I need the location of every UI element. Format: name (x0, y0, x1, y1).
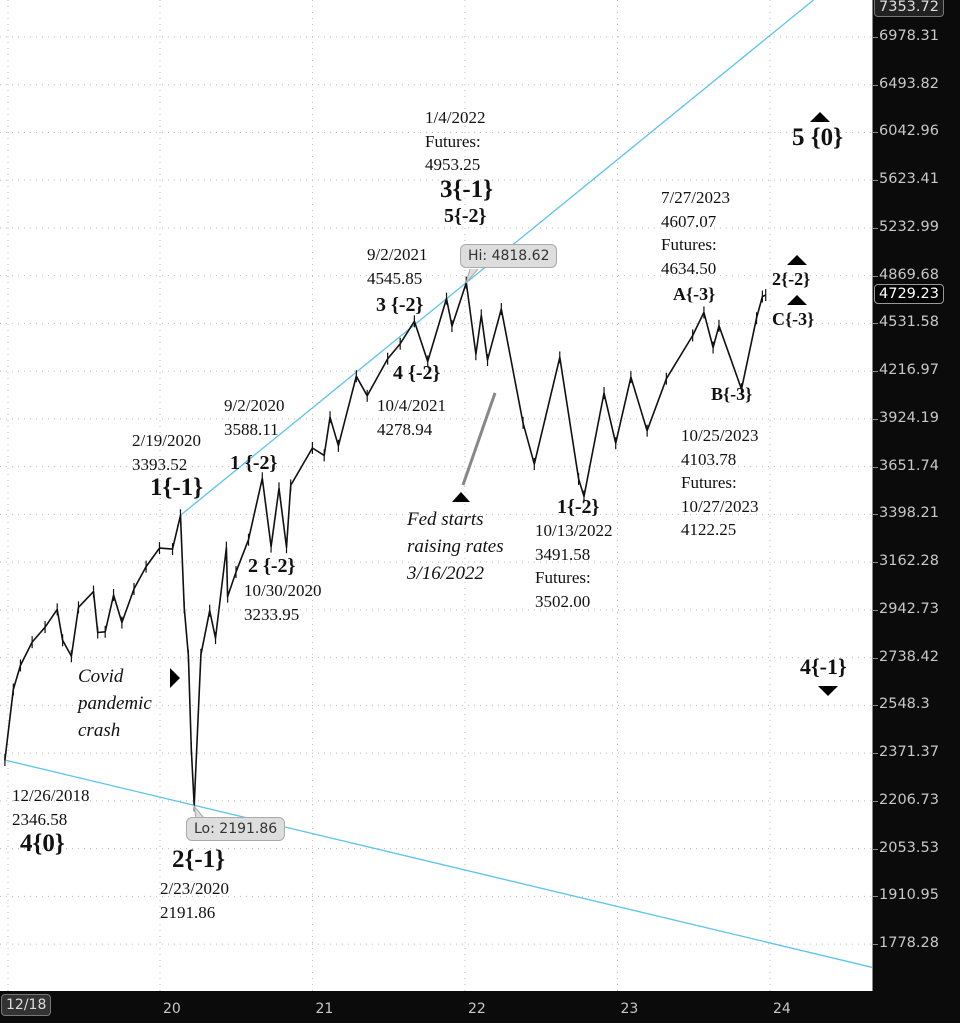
annotation-oct2021: 10/4/2021 4278.94 (377, 396, 446, 439)
y-tick-mark (873, 848, 878, 850)
y-tick-mark (873, 800, 878, 802)
x-tick-label: 22 (468, 1001, 486, 1017)
price-axis[interactable]: 6978.31 6493.82 6042.96 5623.41 5232.99 4869.… (872, 0, 960, 991)
chart-plot-area[interactable]: 1/4/2022 Futures: 4953.25 3{-1} 5{-2} 9/… (0, 0, 872, 991)
price-chart-svg (0, 0, 872, 991)
y-tick-label: 2053.53 (879, 839, 939, 856)
y-tick-mark (873, 514, 878, 516)
y-tick-label: 3924.19 (879, 409, 939, 426)
wave-label-B: B{-3} (711, 384, 753, 404)
wave-label-2-minus2: 2 {-2} (248, 555, 296, 577)
y-tick-label: 4869.68 (879, 266, 939, 283)
last-price-label: 4729.23 (874, 284, 944, 304)
fed-pointer-line (461, 392, 497, 486)
x-tick-label: 20 (163, 1001, 181, 1017)
y-tick-mark (873, 466, 878, 468)
wave-label-4-minus2: 4 {-2} (393, 362, 441, 384)
annotation-feb2020: 2/19/2020 3393.52 (132, 431, 201, 474)
annotation-oct2023: 10/25/2023 4103.78 Futures: 10/27/2023 4… (681, 426, 759, 539)
y-tick-label: 6493.82 (879, 75, 939, 92)
wave5-triangle-up-icon (810, 112, 830, 122)
y-tick-mark (873, 896, 878, 898)
annotation-dec2018: 12/26/2018 2346.58 (12, 786, 90, 829)
wave-label-3-minus2: 3 {-2} (376, 294, 424, 316)
y-tick-mark (873, 227, 878, 229)
annotation-sep2020: 9/2/2020 3588.11 (224, 396, 285, 439)
annotation-low-2020: 2/23/2020 2191.86 (160, 879, 229, 922)
wave-label-2-minus1: 2{-1} (172, 846, 226, 873)
y-tick-label: 6978.31 (879, 27, 939, 44)
x-axis-start-label: 12/18 (1, 994, 52, 1016)
y-tick-label: 3398.21 (879, 505, 939, 522)
y-tick-mark (873, 705, 878, 707)
wave-label-5-zero: 5 {0} (792, 124, 843, 151)
wave-label-4-minus1: 4{-1} (800, 654, 847, 679)
wave4-triangle-down-icon (818, 686, 838, 696)
wave-label-1-minus2: 1 {-2} (230, 452, 278, 474)
annotation-fed: Fed starts raising rates 3/16/2022 (407, 509, 504, 584)
wave-label-C: C{-3} (772, 309, 815, 329)
y-tick-label: 4216.97 (879, 362, 939, 379)
y-tick-label: 2371.37 (879, 744, 939, 761)
y-tick-label: 4531.58 (879, 314, 939, 331)
high-bubble: Hi: 4818.62 (460, 244, 558, 268)
y-tick-label: 5623.41 (879, 171, 939, 188)
y-tick-mark (873, 418, 878, 420)
x-tick-label: 24 (773, 1001, 791, 1017)
wave-label-5-minus2: 5{-2} (444, 205, 487, 227)
wave-label-1-minus1: 1{-1} (150, 474, 204, 501)
y-tick-label: 2548.3 (879, 696, 930, 713)
annotation-jan2022: 1/4/2022 Futures: 4953.25 (425, 108, 486, 174)
y-tick-mark (873, 562, 878, 564)
annotation-jul2023: 7/27/2023 4607.07 Futures: 4634.50 (661, 188, 730, 278)
y-tick-mark (873, 84, 878, 86)
y-tick-mark (873, 944, 878, 946)
x-tick-label: 23 (620, 1001, 639, 1017)
wave-label-2-minus2-b: 2{-2} (772, 269, 811, 289)
y-tick-mark (873, 753, 878, 755)
y-tick-mark (873, 275, 878, 277)
fed-triangle-up-icon (452, 492, 470, 502)
wave-label-A: A{-3} (673, 284, 716, 304)
y-tick-mark (873, 180, 878, 182)
annotation-sep2021: 9/2/2021 4545.85 (367, 245, 428, 288)
covid-triangle-right-icon (170, 668, 180, 688)
wave-label-1-minus2-b: 1{-2} (557, 496, 600, 518)
y-tick-mark (873, 609, 878, 611)
low-bubble: Lo: 2191.86 (186, 817, 286, 841)
y-tick-label: 1910.95 (879, 887, 939, 904)
y-tick-mark (873, 36, 878, 38)
y-tick-mark (873, 132, 878, 134)
y-tick-label: 2738.42 (879, 648, 939, 665)
waveC-triangle-up-icon (787, 295, 807, 305)
y-tick-label: 2206.73 (879, 791, 939, 808)
axis-top-value: 7353.72 (874, 0, 944, 17)
annotation-covid: Covid pandemic crash (78, 666, 152, 741)
annotation-oct2020: 10/30/2020 3233.95 (244, 581, 322, 624)
low-bubble-pointer (193, 804, 205, 819)
price-line (4, 281, 767, 807)
wave2-triangle-up-icon (787, 255, 807, 265)
y-tick-mark (873, 323, 878, 325)
wave-label-4-zero: 4{0} (20, 830, 65, 857)
y-tick-label: 6042.96 (879, 123, 939, 140)
y-tick-label: 5232.99 (879, 218, 939, 235)
high-bubble-pointer (465, 268, 479, 284)
lower-trendline (4, 759, 872, 968)
y-tick-label: 1778.28 (879, 935, 939, 952)
annotation-oct2022: 10/13/2022 3491.58 Futures: 3502.00 (535, 521, 613, 611)
y-tick-label: 2942.73 (879, 600, 939, 617)
y-tick-label: 3651.74 (879, 457, 939, 474)
x-tick-label: 21 (315, 1001, 334, 1017)
y-tick-mark (873, 657, 878, 659)
wave-label-3-minus1: 3{-1} (440, 176, 494, 203)
y-tick-label: 3162.28 (879, 553, 939, 570)
y-tick-mark (873, 371, 878, 373)
